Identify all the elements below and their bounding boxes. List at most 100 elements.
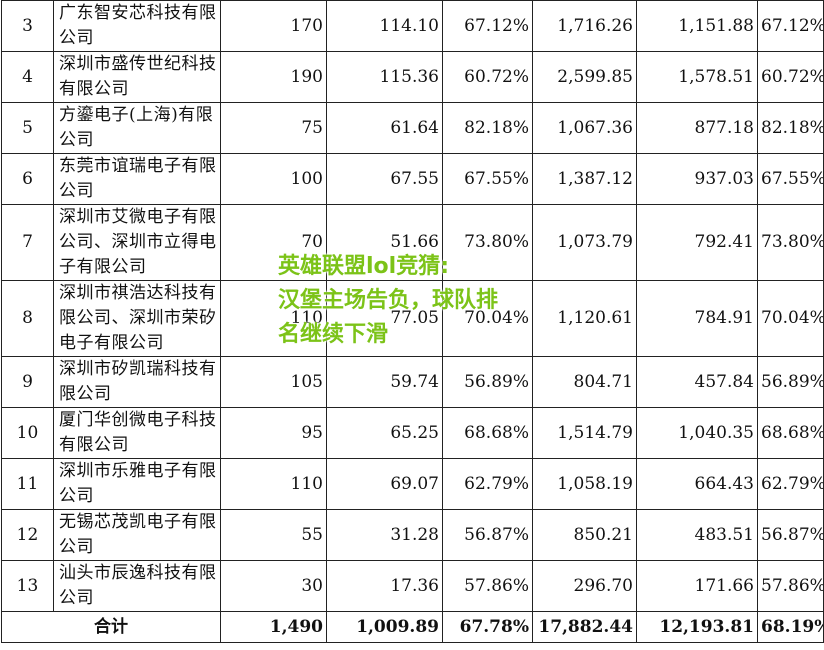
table-row: 4 深圳市盛传世纪科技有限公司 190 115.36 60.72% 2,599.85 1,5… bbox=[1, 51, 824, 103]
customer-name: 深圳市乐雅电子有限公司 bbox=[53, 458, 221, 510]
value-cell-c5: 792.41 bbox=[636, 204, 758, 281]
value-cell-c4: 1,058.19 bbox=[532, 458, 637, 510]
value-cell-c6: 67.12% bbox=[757, 0, 824, 52]
value-cell-c3: 62.79% bbox=[442, 458, 533, 510]
value-cell-c1: 100 bbox=[220, 153, 327, 205]
row-index: 5 bbox=[1, 102, 54, 154]
table-row: 3 广东智安芯科技有限公司 170 114.10 67.12% 1,716.26 1,151… bbox=[1, 0, 824, 52]
row-index: 13 bbox=[1, 560, 54, 612]
value-cell-c4: 850.21 bbox=[532, 509, 637, 561]
total-label: 合计 bbox=[1, 611, 221, 643]
value-cell-c4: 1,514.79 bbox=[532, 407, 637, 459]
value-cell-c6: 68.68% bbox=[757, 407, 824, 459]
value-cell-c2: 114.10 bbox=[326, 0, 443, 52]
customer-name: 深圳市祺浩达科技有限公司、深圳市荣矽电子有限公司 bbox=[53, 280, 221, 357]
table-row: 8 深圳市祺浩达科技有限公司、深圳市荣矽电子有限公司 110 77.05 70.04% 1… bbox=[1, 280, 824, 357]
value-cell-c1: 75 bbox=[220, 102, 327, 154]
value-cell-c5: 1,040.35 bbox=[636, 407, 758, 459]
value-cell-c2: 61.64 bbox=[326, 102, 443, 154]
value-cell-c6: 60.72% bbox=[757, 51, 824, 103]
value-cell-c6: 70.04% bbox=[757, 280, 824, 357]
value-cell-c2: 17.36 bbox=[326, 560, 443, 612]
table-row: 7 深圳市艾微电子有限公司、深圳市立得电子有限公司 70 51.66 73.80% 1,0… bbox=[1, 204, 824, 281]
value-cell-c5: 937.03 bbox=[636, 153, 758, 205]
value-cell-c5: 171.66 bbox=[636, 560, 758, 612]
value-cell-c2: 77.05 bbox=[326, 280, 443, 357]
customer-name: 方鎏电子(上海)有限公司 bbox=[53, 102, 221, 154]
value-cell-c3: 67.12% bbox=[442, 0, 533, 52]
value-cell-c2: 65.25 bbox=[326, 407, 443, 459]
row-index: 9 bbox=[1, 356, 54, 408]
row-index: 7 bbox=[1, 204, 54, 281]
customer-name: 深圳市艾微电子有限公司、深圳市立得电子有限公司 bbox=[53, 204, 221, 281]
value-cell-c3: 82.18% bbox=[442, 102, 533, 154]
value-cell-c1: 110 bbox=[220, 280, 327, 357]
value-cell-c3: 57.86% bbox=[442, 560, 533, 612]
value-cell-c4: 1,716.26 bbox=[532, 0, 637, 52]
value-cell-c5: 877.18 bbox=[636, 102, 758, 154]
value-cell-c4: 1,120.61 bbox=[532, 280, 637, 357]
customer-name: 汕头市辰逸科技有限公司 bbox=[53, 560, 221, 612]
value-cell-c5: 483.51 bbox=[636, 509, 758, 561]
value-cell-c2: 51.66 bbox=[326, 204, 443, 281]
value-cell-c1: 110 bbox=[220, 458, 327, 510]
total-cell-c4: 17,882.44 bbox=[532, 611, 637, 643]
value-cell-c1: 105 bbox=[220, 356, 327, 408]
value-cell-c1: 55 bbox=[220, 509, 327, 561]
customer-name: 无锡芯茂凯电子有限公司 bbox=[53, 509, 221, 561]
value-cell-c4: 296.70 bbox=[532, 560, 637, 612]
row-index: 8 bbox=[1, 280, 54, 357]
value-cell-c4: 2,599.85 bbox=[532, 51, 637, 103]
table-row: 11 深圳市乐雅电子有限公司 110 69.07 62.79% 1,058.19 664.4… bbox=[1, 458, 824, 510]
value-cell-c3: 56.87% bbox=[442, 509, 533, 561]
value-cell-c6: 56.89% bbox=[757, 356, 824, 408]
value-cell-c5: 457.84 bbox=[636, 356, 758, 408]
table-row: 10 厦门华创微电子科技有限公司 95 65.25 68.68% 1,514.79 1,04… bbox=[1, 407, 824, 459]
value-cell-c4: 1,067.36 bbox=[532, 102, 637, 154]
value-cell-c5: 664.43 bbox=[636, 458, 758, 510]
value-cell-c1: 95 bbox=[220, 407, 327, 459]
value-cell-c3: 67.55% bbox=[442, 153, 533, 205]
row-index: 3 bbox=[1, 0, 54, 52]
customer-name: 厦门华创微电子科技有限公司 bbox=[53, 407, 221, 459]
table-row: 9 深圳市矽凯瑞科技有限公司 105 59.74 56.89% 804.71 457.84 5… bbox=[1, 356, 824, 408]
row-index: 4 bbox=[1, 51, 54, 103]
row-index: 6 bbox=[1, 153, 54, 205]
value-cell-c4: 1,073.79 bbox=[532, 204, 637, 281]
value-cell-c6: 62.79% bbox=[757, 458, 824, 510]
total-cell-c1: 1,490 bbox=[220, 611, 327, 643]
value-cell-c3: 73.80% bbox=[442, 204, 533, 281]
table-row: 5 方鎏电子(上海)有限公司 75 61.64 82.18% 1,067.36 877.18… bbox=[1, 102, 824, 154]
value-cell-c6: 57.86% bbox=[757, 560, 824, 612]
value-cell-c5: 784.91 bbox=[636, 280, 758, 357]
value-cell-c2: 67.55 bbox=[326, 153, 443, 205]
value-cell-c1: 170 bbox=[220, 0, 327, 52]
value-cell-c6: 73.80% bbox=[757, 204, 824, 281]
value-cell-c6: 67.55% bbox=[757, 153, 824, 205]
value-cell-c5: 1,578.51 bbox=[636, 51, 758, 103]
row-index: 12 bbox=[1, 509, 54, 561]
customer-name: 深圳市盛传世纪科技有限公司 bbox=[53, 51, 221, 103]
value-cell-c2: 69.07 bbox=[326, 458, 443, 510]
value-cell-c3: 70.04% bbox=[442, 280, 533, 357]
customer-name: 东莞市谊瑞电子有限公司 bbox=[53, 153, 221, 205]
total-cell-c2: 1,009.89 bbox=[326, 611, 443, 643]
row-index: 10 bbox=[1, 407, 54, 459]
table-row: 12 无锡芯茂凯电子有限公司 55 31.28 56.87% 850.21 483.51 56… bbox=[1, 509, 824, 561]
total-cell-c3: 67.78% bbox=[442, 611, 533, 643]
total-row: 合计 1,490 1,009.89 67.78% 17,882.44 12,193.81 6… bbox=[1, 611, 824, 643]
value-cell-c2: 115.36 bbox=[326, 51, 443, 103]
value-cell-c6: 56.87% bbox=[757, 509, 824, 561]
value-cell-c1: 190 bbox=[220, 51, 327, 103]
value-cell-c2: 31.28 bbox=[326, 509, 443, 561]
value-cell-c5: 1,151.88 bbox=[636, 0, 758, 52]
total-cell-c5: 12,193.81 bbox=[636, 611, 758, 643]
value-cell-c3: 60.72% bbox=[442, 51, 533, 103]
table-row: 6 东莞市谊瑞电子有限公司 100 67.55 67.55% 1,387.12 937.03… bbox=[1, 153, 824, 205]
value-cell-c6: 82.18% bbox=[757, 102, 824, 154]
value-cell-c1: 30 bbox=[220, 560, 327, 612]
customer-name: 深圳市矽凯瑞科技有限公司 bbox=[53, 356, 221, 408]
value-cell-c2: 59.74 bbox=[326, 356, 443, 408]
